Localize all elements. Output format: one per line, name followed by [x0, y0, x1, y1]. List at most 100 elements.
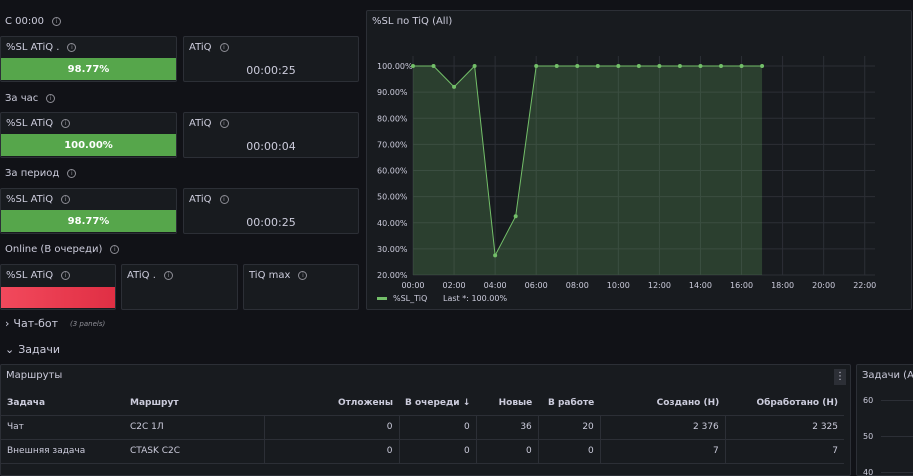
- col-header-task[interactable]: Задача: [1, 391, 124, 416]
- cell-postponed: 0: [263, 439, 399, 464]
- data-point[interactable]: [739, 64, 744, 68]
- y-tick-label: 70.00%: [377, 140, 408, 149]
- data-point[interactable]: [493, 253, 498, 258]
- info-icon[interactable]: i: [51, 17, 61, 26]
- col-header-postponed[interactable]: Отложены: [264, 391, 399, 416]
- data-point[interactable]: [698, 64, 703, 68]
- cell-new: 0: [475, 439, 539, 464]
- data-point[interactable]: [677, 64, 682, 68]
- x-tick-label: 08:00: [566, 281, 589, 290]
- data-point[interactable]: [760, 64, 765, 68]
- info-icon[interactable]: i: [46, 94, 56, 103]
- y-tick-label: 50.00%: [377, 193, 408, 202]
- chevron-down-icon: ⌄: [5, 343, 15, 356]
- data-point[interactable]: [534, 64, 539, 68]
- chevron-right-icon: ›: [5, 317, 10, 330]
- info-icon[interactable]: i: [110, 245, 120, 254]
- x-tick-label: 14:00: [689, 281, 712, 290]
- y-tick-label: 60: [863, 396, 874, 405]
- data-point[interactable]: [616, 64, 621, 68]
- info-icon[interactable]: i: [67, 43, 77, 52]
- legend-last-value: Last *: 100.00%: [443, 294, 507, 303]
- y-tick-label: 100.00%: [377, 62, 413, 71]
- data-point[interactable]: [719, 64, 723, 68]
- data-point[interactable]: [513, 214, 518, 219]
- x-tick-label: 06:00: [525, 281, 548, 290]
- y-tick-label: 60.00%: [377, 167, 408, 176]
- data-point[interactable]: [472, 64, 477, 68]
- x-tick-label: 20:00: [812, 281, 835, 290]
- col-header-route[interactable]: Маршрут: [124, 391, 264, 416]
- series-line: [413, 64, 763, 258]
- section-chatbot[interactable]: › Чат-бот (3 panels): [5, 317, 106, 330]
- x-tick-label: 18:00: [771, 281, 794, 290]
- data-point[interactable]: [431, 64, 436, 68]
- col-header-processed[interactable]: Обработано (Н): [725, 391, 844, 416]
- info-icon[interactable]: i: [61, 271, 71, 280]
- table-row: Чат C2C 1Л 0 0 36 20 2 376 2 325: [1, 415, 844, 440]
- routes-panel-title: Маршруты: [6, 370, 63, 381]
- stat-value-bar: [1, 287, 115, 308]
- y-tick-label: 40.00%: [377, 219, 408, 228]
- legend-swatch: [377, 297, 387, 300]
- atiq-stat-panel-1: ATiQ i 00:00:25: [183, 36, 359, 82]
- info-icon[interactable]: i: [61, 195, 71, 204]
- data-point[interactable]: [657, 64, 662, 68]
- info-icon[interactable]: i: [298, 271, 308, 280]
- x-tick-label: 12:00: [648, 281, 671, 290]
- tasks-panel-title: Задачи (All): [862, 370, 913, 381]
- atiq-stat-panel-4: ATiQ .i: [121, 264, 238, 310]
- cell-in-queue: 0: [398, 415, 477, 440]
- legend-label[interactable]: %SL_TiQ: [393, 294, 427, 303]
- cell-processed: 2 325: [724, 415, 844, 440]
- cell-task: Чат: [1, 415, 124, 440]
- routes-table-panel: Маршруты ⋮ Задача Маршрут Отложены В оче…: [0, 364, 851, 476]
- data-point[interactable]: [575, 64, 580, 68]
- cell-in-queue: 0: [398, 439, 477, 464]
- info-icon[interactable]: i: [219, 119, 229, 128]
- row-title-per-period: За период i: [5, 168, 77, 179]
- col-header-in-work[interactable]: В работе: [538, 391, 601, 416]
- y-tick-label: 80.00%: [377, 114, 408, 123]
- cell-new: 36: [475, 415, 539, 440]
- sl-atiq-stat-panel-3: %SL ATiQ i 98.77%: [0, 188, 177, 234]
- data-point[interactable]: [554, 64, 559, 68]
- y-tick-label: 50: [863, 432, 874, 441]
- x-tick-label: 22:00: [853, 281, 876, 290]
- info-icon[interactable]: i: [163, 271, 173, 280]
- row-title-since-midnight: С 00:00 i: [5, 16, 61, 27]
- data-point[interactable]: [636, 64, 641, 68]
- cell-processed: 7: [724, 439, 844, 464]
- row-title-per-hour: За час i: [5, 93, 56, 104]
- stat-value-bar: 98.77%: [1, 58, 176, 80]
- stat-value: 00:00:25: [246, 64, 296, 77]
- stat-value: 00:00:25: [246, 216, 296, 229]
- info-icon[interactable]: i: [67, 169, 77, 178]
- info-icon[interactable]: i: [219, 195, 229, 204]
- tasks-chart-panel: Задачи (All) 60 50 40: [856, 364, 913, 476]
- sl-atiq-stat-panel-4: %SL ATiQ i: [0, 264, 116, 310]
- routes-table: Задача Маршрут Отложены В очереди ↓ Новы…: [1, 391, 844, 464]
- row-title-online: Online (В очереди) i: [5, 244, 120, 255]
- col-header-created[interactable]: Создано (Н): [600, 391, 726, 416]
- col-header-new[interactable]: Новые: [476, 391, 539, 416]
- cell-task: Внешняя задача: [1, 439, 124, 464]
- data-point[interactable]: [411, 64, 415, 68]
- info-icon[interactable]: i: [61, 119, 71, 128]
- vertical-menu-icon[interactable]: ⋮: [834, 369, 846, 385]
- cell-postponed: 0: [263, 415, 399, 440]
- sl-atiq-stat-panel-2: %SL ATiQ i 100.00%: [0, 112, 177, 158]
- data-point[interactable]: [595, 64, 600, 68]
- series-area: [413, 66, 763, 275]
- sl-tiq-chart[interactable]: 100.00% 90.00% 80.00% 70.00% 60.00% 50.00% 40.…: [367, 11, 913, 311]
- x-tick-label: 02:00: [443, 281, 466, 290]
- x-tick-label: 16:00: [730, 281, 753, 290]
- info-icon[interactable]: i: [219, 43, 229, 52]
- stat-value: 00:00:04: [246, 140, 296, 153]
- routes-table-wrapper: Задача Маршрут Отложены В очереди ↓ Новы…: [1, 391, 844, 464]
- atiq-stat-panel-3: ATiQ i 00:00:25: [183, 188, 359, 234]
- col-header-in-queue[interactable]: В очереди ↓: [399, 391, 477, 416]
- data-point[interactable]: [452, 84, 457, 89]
- section-tasks[interactable]: ⌄ Задачи: [5, 343, 61, 356]
- atiq-stat-panel-2: ATiQ i 00:00:04: [183, 112, 359, 158]
